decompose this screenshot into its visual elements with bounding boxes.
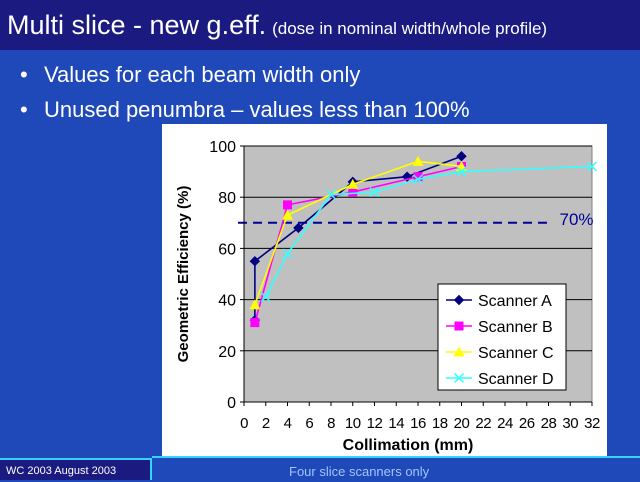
footer-accent-line [152, 456, 640, 458]
data-point [250, 318, 260, 328]
bullet-text: Unused penumbra – values less than 100% [44, 97, 470, 122]
x-tick-label: 14 [388, 415, 404, 432]
x-tick-label: 2 [262, 415, 270, 432]
legend-marker [453, 294, 465, 306]
legend-item: Scanner B [446, 319, 553, 336]
reference-line: 70% [238, 210, 594, 229]
y-tick-label: 80 [218, 190, 236, 207]
y-tick-label: 0 [227, 395, 236, 412]
data-point [282, 248, 293, 259]
x-tick-label: 6 [305, 415, 313, 432]
x-tick-label: 10 [345, 415, 361, 432]
data-point-stroke [260, 292, 271, 303]
data-point [293, 222, 304, 234]
series-group [249, 151, 598, 328]
data-point-stroke [456, 166, 467, 177]
data-point [249, 299, 261, 310]
bullet-text: Values for each beam width only [44, 62, 361, 87]
y-tick-label: 40 [218, 293, 236, 310]
x-tick-label: 18 [432, 415, 448, 432]
bullet-dot-icon: • [20, 62, 28, 87]
x-tick-label: 28 [541, 415, 557, 432]
footer-left-label: WC 2003 August 2003 [0, 458, 152, 480]
data-point [348, 187, 358, 197]
data-point [283, 200, 292, 210]
x-tick-label: 20 [454, 415, 470, 432]
y-axis-label: Geometric Efficiency (%) [175, 186, 192, 363]
x-tick-label: 26 [519, 415, 535, 432]
x-tick-label: 12 [367, 415, 383, 432]
x-tick-label: 4 [284, 415, 292, 432]
data-point [325, 189, 337, 200]
bullet-item: • Values for each beam width only [20, 62, 360, 88]
data-point [586, 161, 598, 172]
bullet-dot-icon: • [20, 97, 28, 122]
x-tick-label: 24 [497, 415, 513, 432]
x-tick-label: 0 [240, 415, 248, 432]
legend-marker [453, 372, 465, 384]
data-point [412, 174, 424, 185]
data-point [413, 172, 423, 182]
data-point-stroke [282, 248, 293, 259]
x-axis-label: Collimation (mm) [343, 437, 474, 454]
data-point [347, 178, 359, 189]
data-point-stroke [369, 187, 380, 198]
footer-center-label: Four slice scanners only [289, 464, 430, 479]
legend-label: Scanner D [478, 371, 554, 388]
data-point-stroke [325, 189, 337, 200]
data-point [249, 255, 261, 267]
slide-title-sub: (dose in nominal width/whole profile) [272, 19, 548, 38]
x-tick-label: 32 [584, 415, 600, 432]
legend-label: Scanner A [478, 293, 552, 310]
y-tick-label: 100 [209, 139, 236, 156]
legend-marker [453, 346, 465, 357]
legend-marker-stroke [453, 372, 465, 384]
y-tick-label: 60 [218, 241, 236, 258]
legend-marker [454, 321, 464, 331]
data-point-stroke [412, 174, 424, 185]
legend-item: Scanner D [446, 371, 554, 388]
x-tick-label: 30 [562, 415, 578, 432]
series-scanner-d [260, 161, 598, 303]
data-point-stroke [586, 161, 598, 172]
data-point [369, 187, 380, 198]
legend-label: Scanner B [478, 319, 553, 336]
data-point [260, 292, 271, 303]
slide-title-main: Multi slice - new g.eff. [7, 10, 267, 40]
x-tick-label: 16 [410, 415, 426, 432]
x-tick-label: 8 [327, 415, 335, 432]
slide-title: Multi slice - new g.eff. (dose in nominal… [7, 10, 547, 41]
legend-label: Scanner C [478, 345, 554, 362]
data-point [456, 166, 467, 177]
legend-item: Scanner C [446, 345, 554, 362]
bullet-item: • Unused penumbra – values less than 100% [20, 97, 470, 123]
data-point [456, 151, 467, 162]
data-point [282, 209, 293, 220]
title-bar: Multi slice - new g.eff. (dose in nominal… [0, 0, 640, 50]
x-tick-label: 22 [475, 415, 491, 432]
data-point [412, 155, 424, 166]
legend-item: Scanner A [446, 293, 552, 310]
reference-line-label: 70% [559, 210, 593, 229]
legend: Scanner A Scanner B Scanner C Scanner D [437, 283, 567, 391]
y-tick-label: 20 [218, 344, 236, 361]
chart-container: 70% 0 20 40 60 80 100 0 2 4 6 8 10 12 14 16 18 20 22 24 26 2… [162, 124, 607, 458]
